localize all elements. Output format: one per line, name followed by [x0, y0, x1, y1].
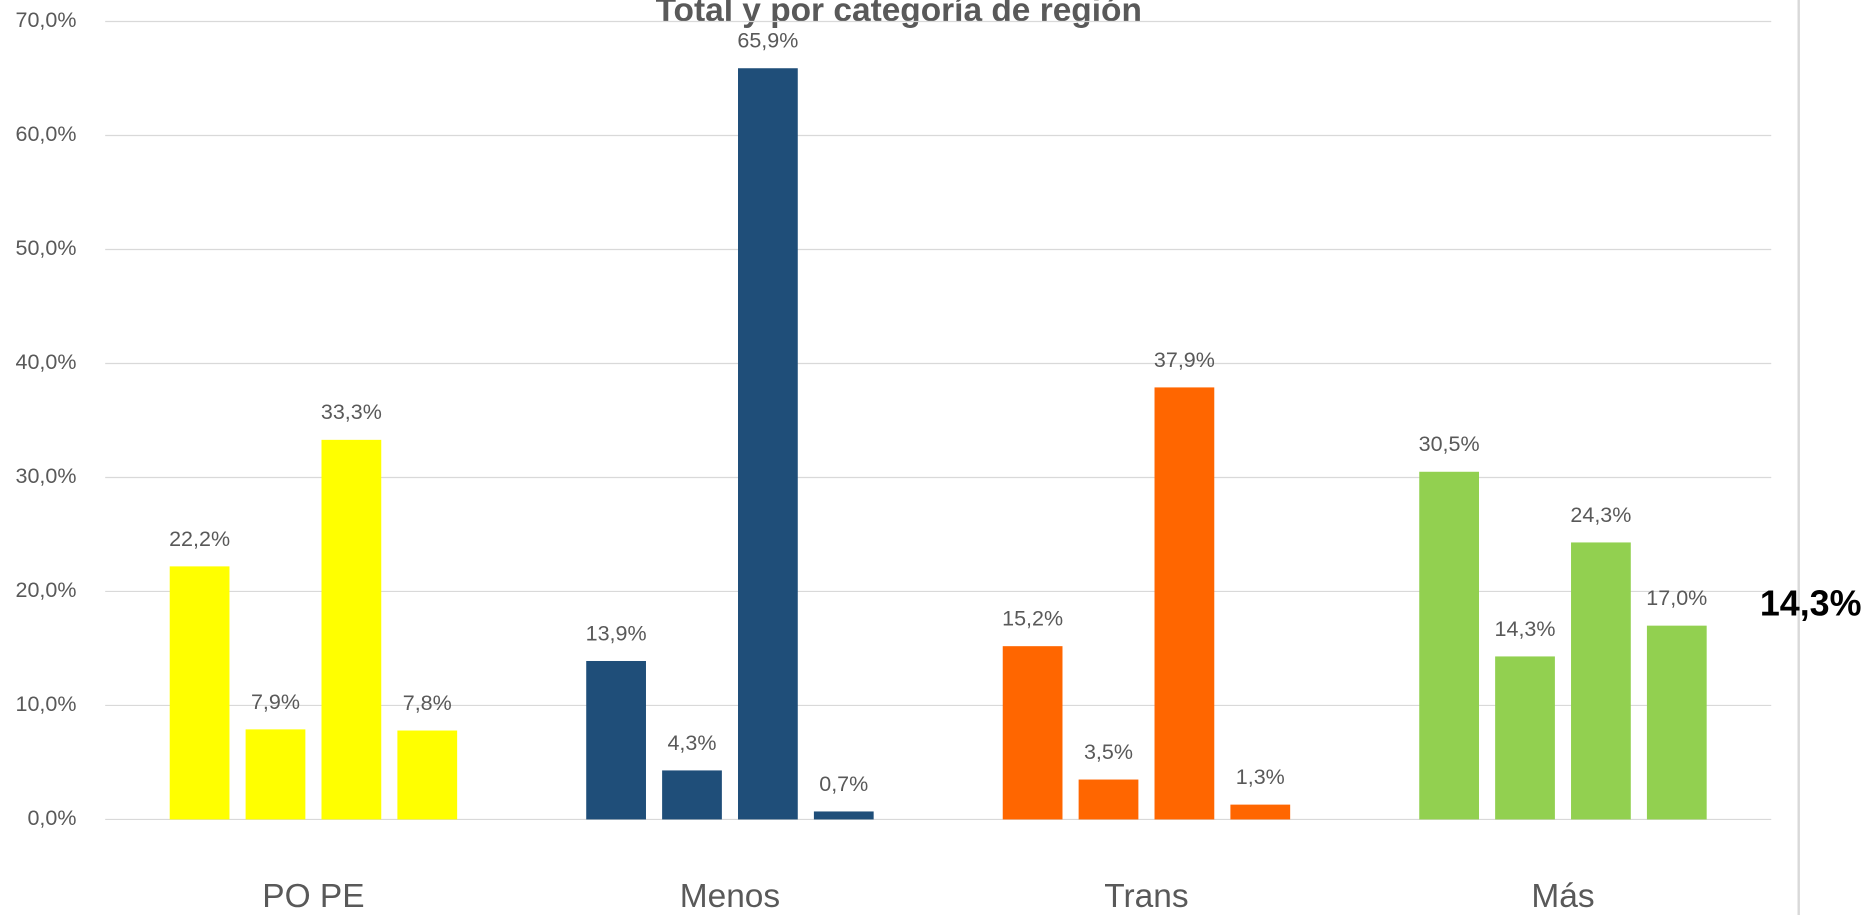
y-tick-label: 30,0% [16, 464, 77, 488]
reference-label: 14,3% [1760, 584, 1862, 624]
data-label: 0,7% [819, 772, 868, 796]
bar [738, 68, 798, 820]
bar [397, 730, 458, 820]
data-label: 4,3% [667, 731, 716, 755]
y-tick-label: 60,0% [16, 122, 77, 146]
bar [1078, 779, 1139, 820]
y-tick-label: 0,0% [27, 806, 76, 830]
bar [1154, 387, 1215, 820]
data-label: 30,5% [1419, 432, 1480, 456]
chart-title: Total y por categoría de región [656, 0, 1142, 29]
y-tick-label: 10,0% [16, 692, 77, 716]
data-label: 22,2% [169, 527, 230, 551]
data-label: 33,3% [321, 400, 382, 424]
data-label: 65,9% [737, 29, 798, 53]
x-tick-label: Más [1531, 878, 1594, 915]
y-tick-label: 20,0% [16, 578, 77, 602]
data-label: 17,0% [1646, 586, 1707, 610]
y-tick-label: 50,0% [16, 236, 77, 260]
data-label: 7,8% [403, 691, 452, 715]
bar [1495, 656, 1555, 820]
x-tick-label: PO PE [262, 878, 364, 915]
y-tick-label: 40,0% [16, 350, 77, 374]
data-label: 24,3% [1570, 503, 1631, 527]
data-label: 15,2% [1002, 607, 1063, 631]
x-tick-label: Trans [1104, 878, 1188, 915]
data-label: 7,9% [251, 690, 300, 714]
data-label: 14,3% [1495, 617, 1556, 641]
bar [586, 660, 646, 820]
bar [813, 811, 874, 820]
bar [1571, 542, 1631, 820]
data-label: 37,9% [1154, 348, 1215, 372]
bar [662, 770, 722, 820]
y-tick-label: 70,0% [16, 8, 77, 32]
x-tick-label: Menos [680, 878, 780, 915]
data-label: 3,5% [1084, 740, 1133, 764]
bar [169, 566, 230, 820]
bar [321, 439, 382, 820]
bar [1002, 646, 1063, 820]
data-label: 1,3% [1236, 765, 1285, 789]
bar [1230, 804, 1291, 820]
bar [245, 729, 306, 820]
data-label: 13,9% [586, 621, 647, 645]
bar [1419, 471, 1480, 820]
